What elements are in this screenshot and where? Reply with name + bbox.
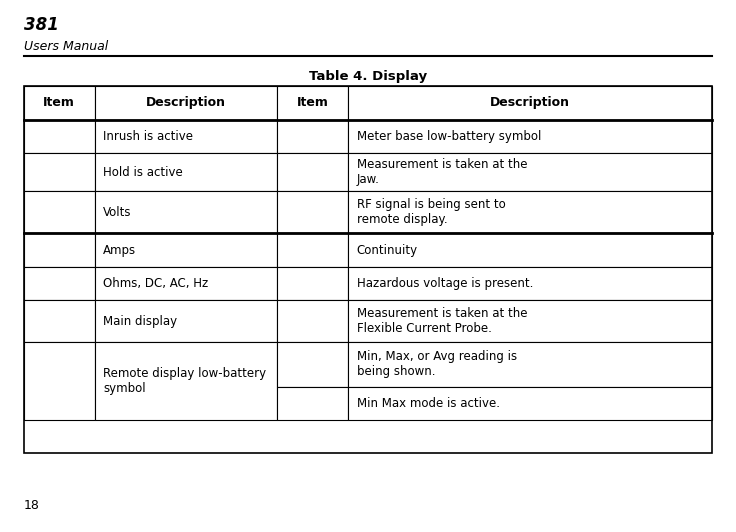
Text: 10: 10 [306, 207, 319, 218]
Text: Description: Description [146, 96, 226, 110]
Text: 4: 4 [56, 245, 63, 255]
Text: 3: 3 [56, 207, 63, 218]
Text: RF signal is being sent to
remote display.: RF signal is being sent to remote displa… [357, 198, 506, 227]
Text: Item: Item [297, 96, 328, 110]
Text: 6: 6 [56, 317, 63, 326]
Text: Inrush is active: Inrush is active [103, 130, 194, 143]
Text: Table 4. Display: Table 4. Display [309, 70, 427, 83]
Text: Measurement is taken at the
Jaw.: Measurement is taken at the Jaw. [357, 158, 528, 186]
Text: 11: 11 [306, 245, 319, 255]
Text: Measurement is taken at the
Flexible Current Probe.: Measurement is taken at the Flexible Cur… [357, 307, 528, 335]
Text: Users Manual: Users Manual [24, 40, 107, 53]
Text: 18: 18 [24, 499, 40, 512]
Text: 2: 2 [56, 167, 63, 177]
Text: Main display: Main display [103, 315, 177, 328]
Text: Item: Item [43, 96, 75, 110]
Text: Description: Description [490, 96, 570, 110]
Text: 13: 13 [306, 317, 319, 326]
Text: Meter base low-battery symbol: Meter base low-battery symbol [357, 130, 541, 143]
Text: Min Max mode is active.: Min Max mode is active. [357, 397, 500, 410]
Text: 381: 381 [24, 16, 58, 34]
Text: Ohms, DC, AC, Hz: Ohms, DC, AC, Hz [103, 277, 208, 290]
Text: 1: 1 [56, 131, 63, 141]
Text: Hold is active: Hold is active [103, 165, 183, 179]
Text: Amps: Amps [103, 244, 136, 256]
Text: 7: 7 [56, 376, 63, 386]
Text: 15: 15 [306, 398, 319, 408]
Text: 5: 5 [56, 279, 63, 288]
Text: 12: 12 [306, 279, 319, 288]
Text: 14: 14 [306, 360, 319, 369]
Text: Hazardous voltage is present.: Hazardous voltage is present. [357, 277, 533, 290]
Text: Continuity: Continuity [357, 244, 418, 256]
Text: 8: 8 [309, 131, 316, 141]
Text: Remote display low-battery
symbol: Remote display low-battery symbol [103, 367, 266, 395]
Text: Volts: Volts [103, 206, 132, 219]
Text: Min, Max, or Avg reading is
being shown.: Min, Max, or Avg reading is being shown. [357, 351, 517, 378]
Text: 9: 9 [309, 167, 316, 177]
